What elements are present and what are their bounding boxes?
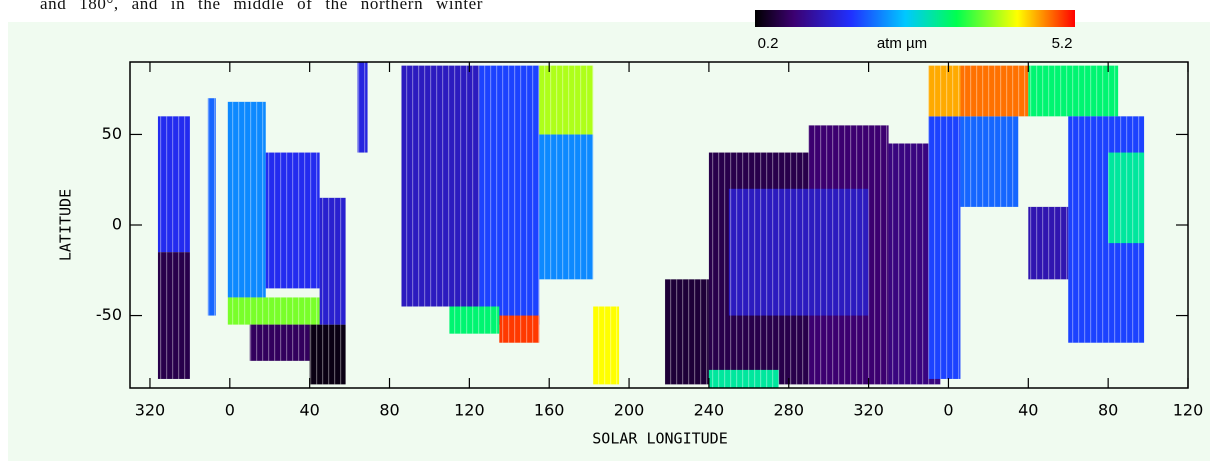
cell-streaks xyxy=(1028,65,1119,117)
y-tick-label: -50 xyxy=(96,305,122,324)
colorbar xyxy=(755,10,1075,27)
cell-streaks xyxy=(664,279,709,385)
x-tick-label: 320 xyxy=(135,401,166,420)
caption-fragment: and 180°, and in the middle of the north… xyxy=(40,0,484,13)
cells xyxy=(157,62,1145,388)
cell-streaks xyxy=(265,152,320,289)
x-tick-label: 120 xyxy=(454,401,485,420)
y-tick-label: 0 xyxy=(112,215,122,234)
cell-streaks xyxy=(928,116,961,379)
cell-streaks xyxy=(449,306,500,334)
cell-streaks xyxy=(157,116,190,253)
x-tick-label: 80 xyxy=(1098,401,1118,420)
cell-streaks xyxy=(227,101,266,298)
colorbar-max: 5.2 xyxy=(1052,35,1073,52)
x-tick-label: 200 xyxy=(614,401,645,420)
cell-streaks xyxy=(499,315,540,343)
x-tick-label: 280 xyxy=(773,401,804,420)
colorbar-unit: atm µm xyxy=(877,35,927,52)
cell-streaks xyxy=(928,65,961,117)
cell-streaks xyxy=(539,65,594,135)
cell-streaks xyxy=(319,197,346,325)
cell-streaks xyxy=(309,324,346,385)
cell-streaks xyxy=(708,369,779,388)
x-tick-label: 0 xyxy=(943,401,953,420)
x-tick-label: 80 xyxy=(379,401,399,420)
cell-streaks xyxy=(960,116,1019,207)
x-tick-label: 240 xyxy=(694,401,725,420)
cell-streaks xyxy=(539,134,594,280)
cell-streaks xyxy=(1108,152,1145,244)
colorbar-min: 0.2 xyxy=(758,35,779,52)
cell-streaks xyxy=(479,65,540,325)
cell-streaks xyxy=(401,65,480,307)
y-tick-label: 50 xyxy=(102,124,122,143)
x-axis-label: SOLAR LONGITUDE xyxy=(592,430,727,448)
cell-streaks xyxy=(728,188,869,316)
cell-streaks xyxy=(593,306,620,385)
x-tick-label: 0 xyxy=(225,401,235,420)
cell-streaks xyxy=(249,324,310,361)
cell-streaks xyxy=(960,65,1029,117)
x-tick-label: 160 xyxy=(534,401,565,420)
cell-streaks xyxy=(1028,206,1069,280)
y-axis-label: LATITUDE xyxy=(57,189,75,261)
x-tick-label: 320 xyxy=(853,401,884,420)
x-tick-label: 120 xyxy=(1173,401,1204,420)
x-tick-label: 40 xyxy=(1018,401,1038,420)
cell-streaks xyxy=(357,62,368,153)
cell-streaks xyxy=(157,252,190,379)
cell-streaks xyxy=(207,98,216,316)
x-tick-label: 40 xyxy=(299,401,319,420)
cell-streaks xyxy=(227,297,320,325)
